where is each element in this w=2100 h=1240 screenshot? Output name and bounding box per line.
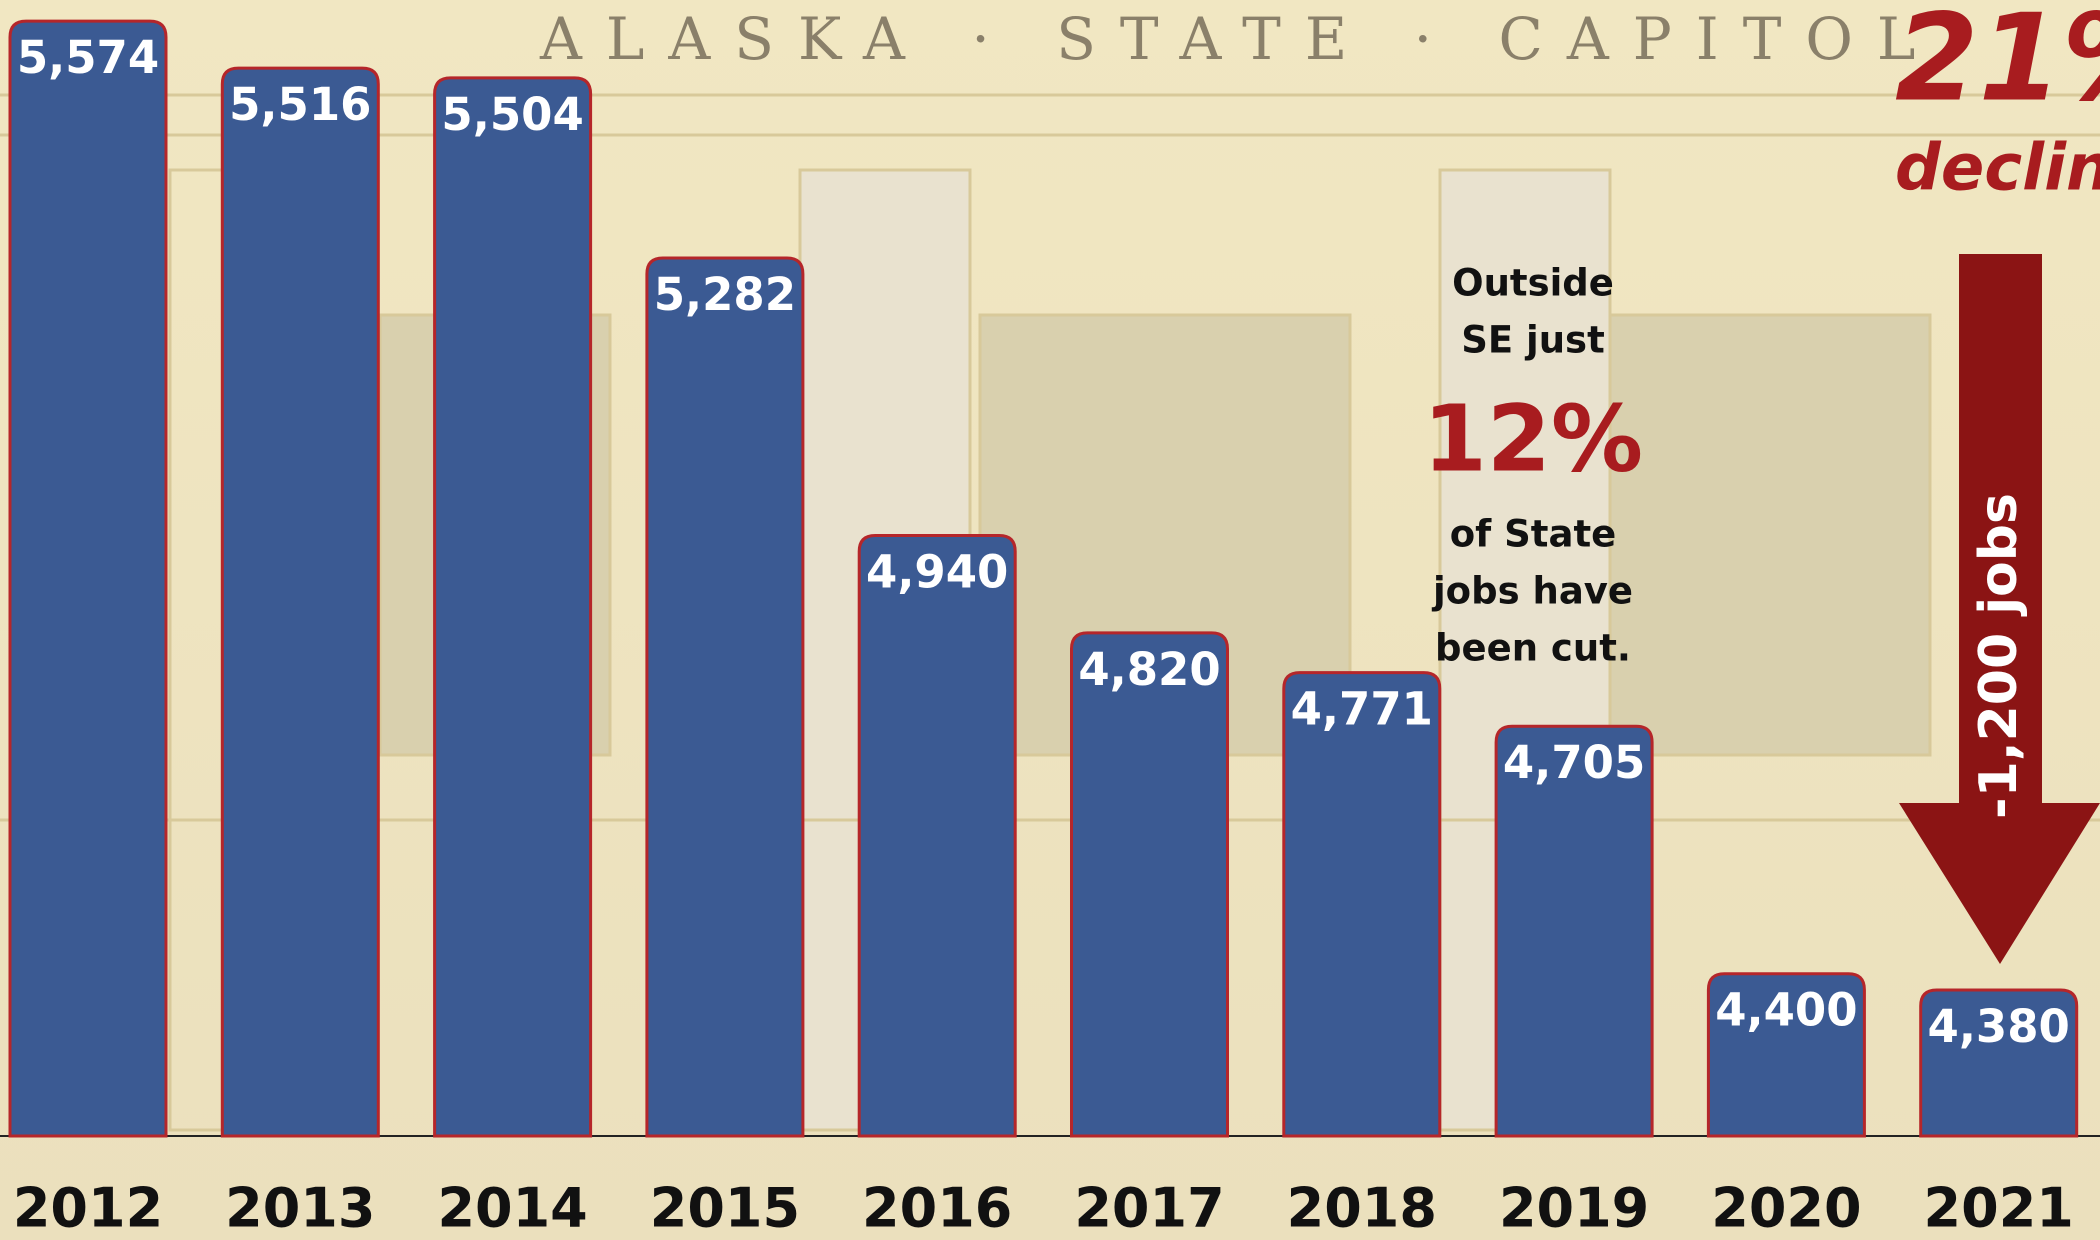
value-label: 5,282 [654, 268, 796, 321]
value-label: 4,940 [866, 546, 1008, 599]
bar [647, 258, 803, 1136]
x-tick-label: 2014 [437, 1177, 587, 1240]
arrow-label: -1,200 jobs [1969, 493, 2029, 819]
note-text: jobs have [1431, 570, 1633, 613]
bar [859, 536, 1015, 1136]
value-label: 4,380 [1928, 1000, 2070, 1053]
x-tick-label: 2019 [1499, 1177, 1649, 1240]
value-label: 4,771 [1291, 683, 1433, 736]
x-tick-label: 2020 [1711, 1177, 1861, 1240]
x-tick-label: 2012 [13, 1177, 163, 1240]
note-text: of State [1450, 513, 1616, 556]
x-tick-label: 2018 [1287, 1177, 1437, 1240]
bar [1284, 673, 1440, 1136]
note-text: Outside [1452, 262, 1614, 305]
body: ALASKA · STATE · CAPITOL 5,574 2012 5,516 2… [0, 0, 2100, 1240]
value-label: 5,574 [17, 31, 159, 84]
bar [1072, 633, 1228, 1136]
x-tick-label: 2016 [862, 1177, 1012, 1240]
value-label: 5,504 [441, 88, 583, 141]
x-tick-label: 2015 [650, 1177, 800, 1240]
value-label: 4,400 [1715, 984, 1857, 1037]
x-tick-label: 2013 [225, 1177, 375, 1240]
value-label: 4,820 [1078, 643, 1220, 696]
chart: ALASKA · STATE · CAPITOL 5,574 2012 5,516 2… [0, 0, 2100, 1240]
note-figure: 12% [1423, 385, 1643, 492]
background-text: ALASKA · STATE · CAPITOL [539, 5, 1939, 73]
x-tick-label: 2021 [1924, 1177, 2074, 1240]
headline: 21% [1895, 0, 2100, 129]
value-label: 4,705 [1503, 736, 1645, 789]
bar [222, 68, 378, 1136]
note-text: SE just [1461, 319, 1605, 362]
page: {"chart_data": {"type": "bar", "backgrou… [0, 0, 2100, 1240]
headline-sub: decline [1895, 132, 2100, 206]
value-label: 5,516 [229, 78, 371, 131]
bar [10, 21, 166, 1136]
x-tick-label: 2017 [1074, 1177, 1224, 1240]
bar [435, 78, 591, 1136]
note-text: been cut. [1435, 627, 1631, 670]
